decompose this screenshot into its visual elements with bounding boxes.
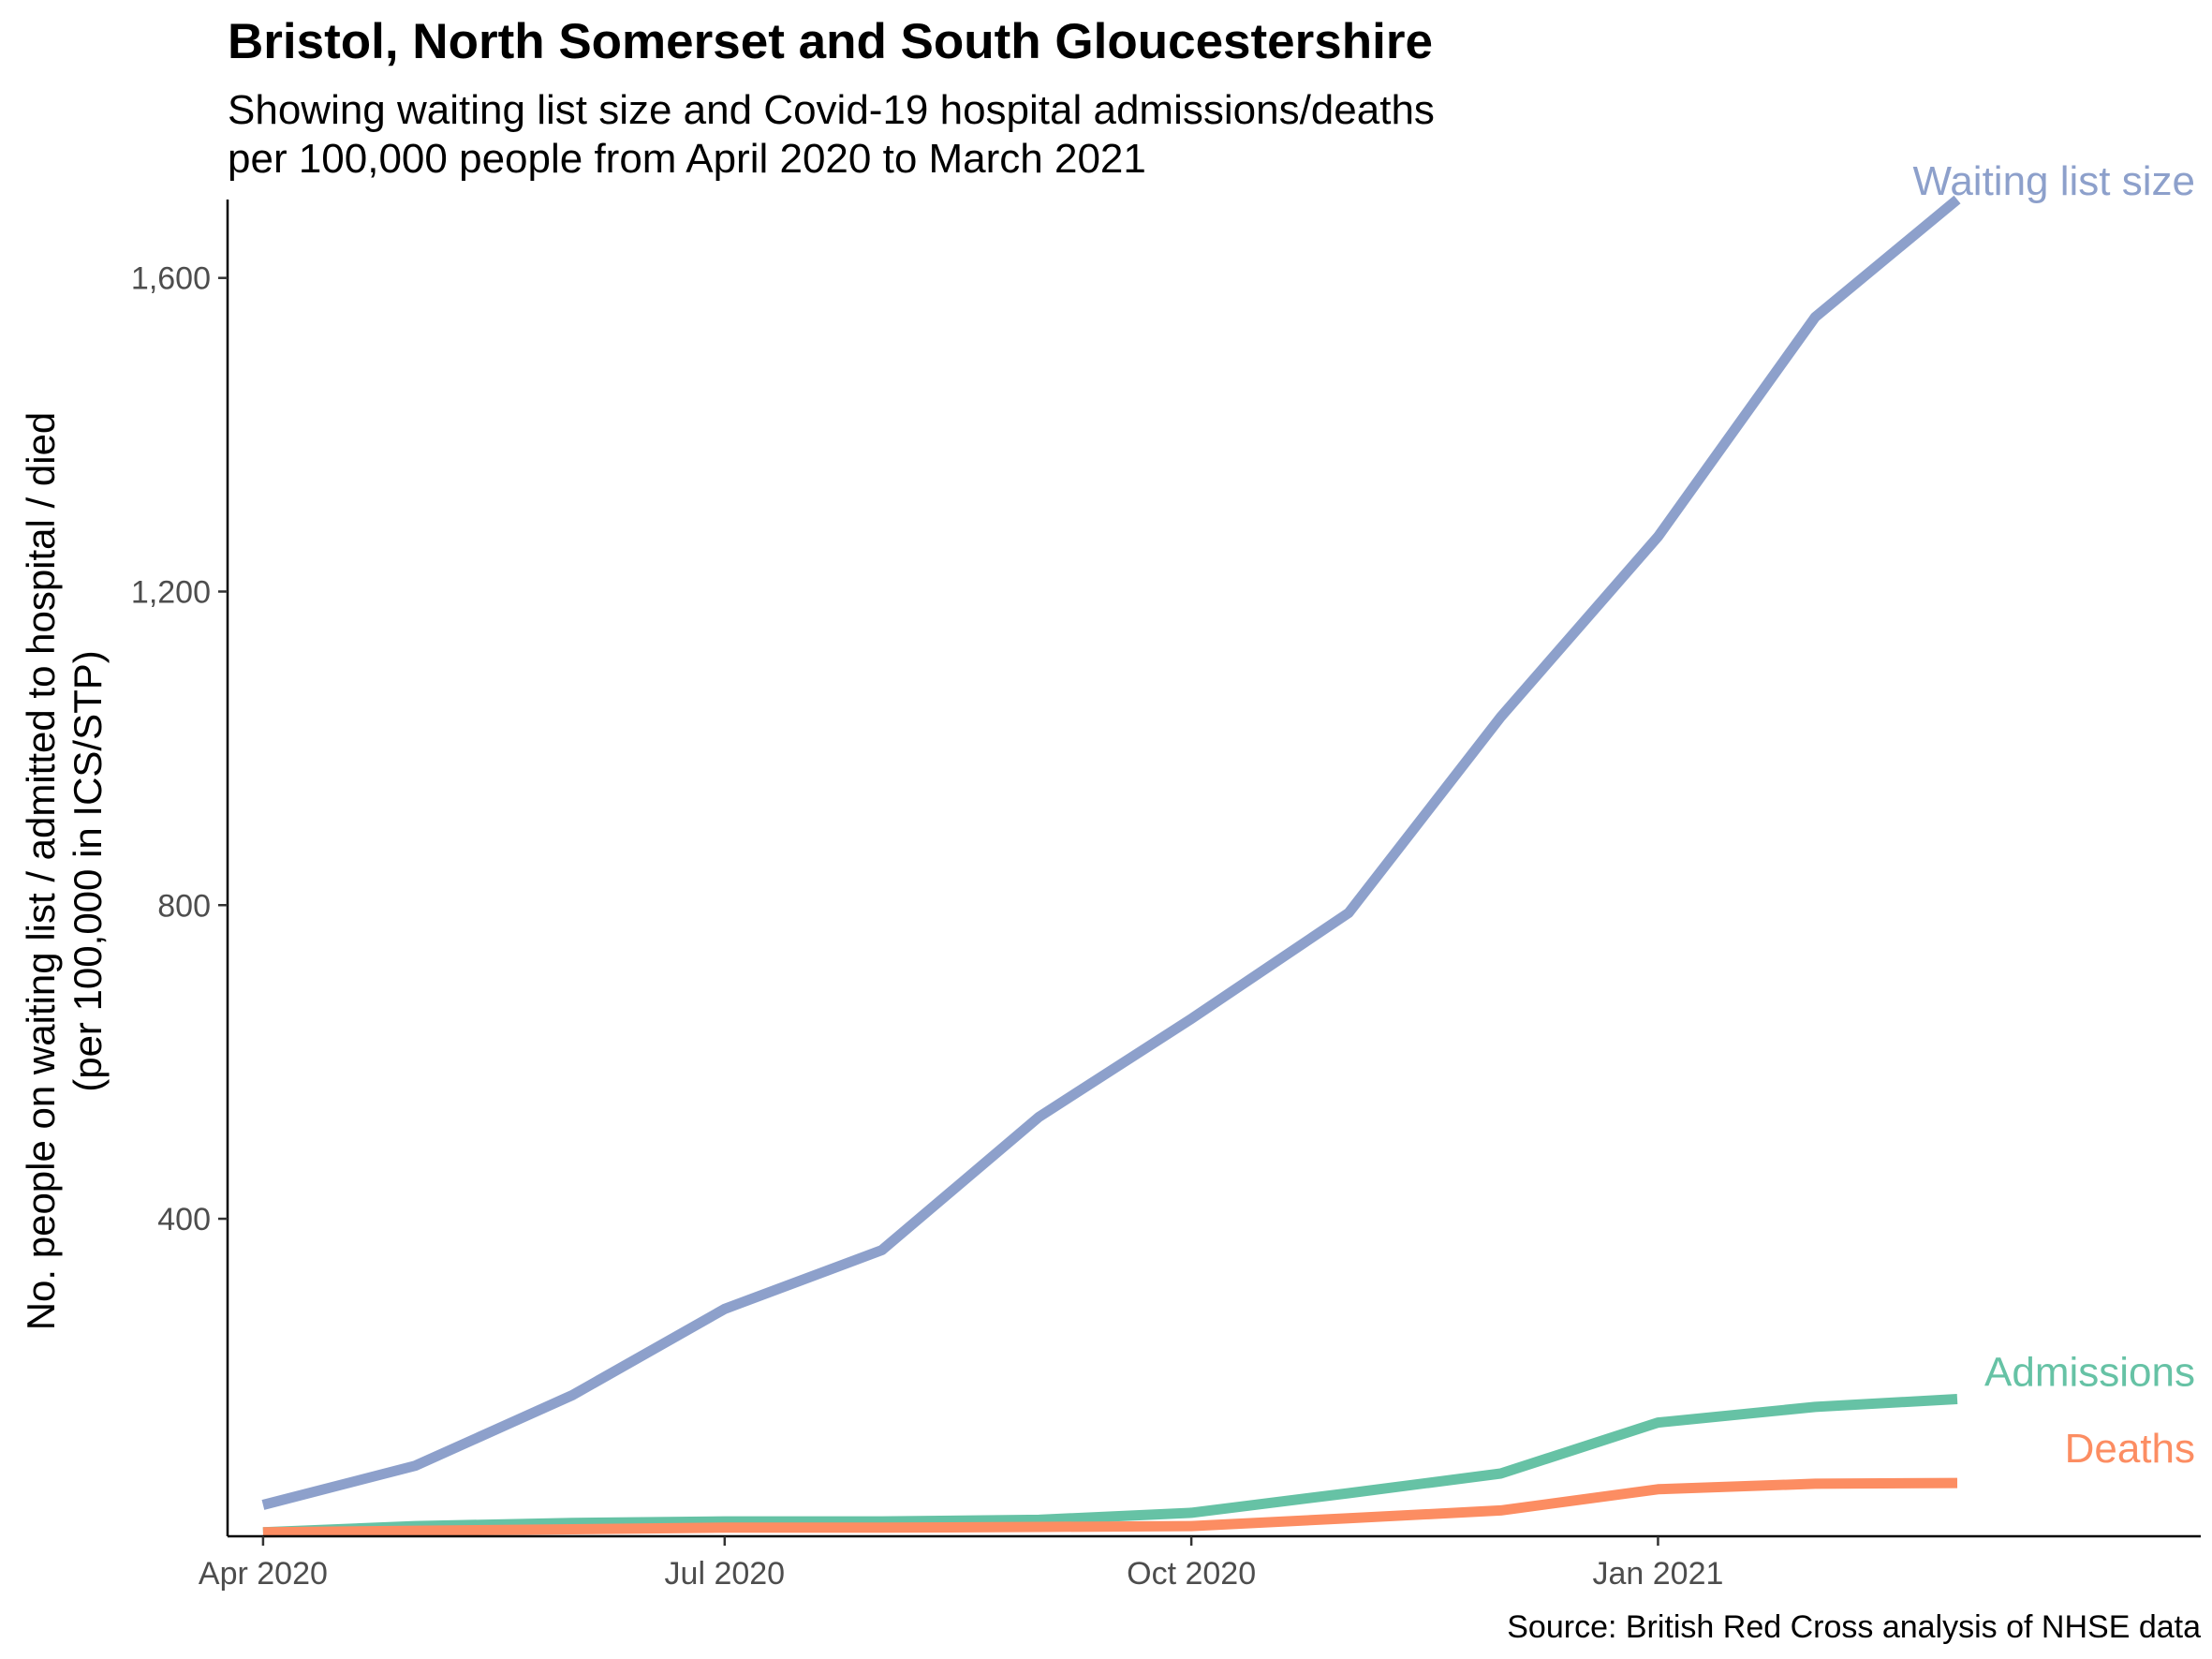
y-axis-title-line-2: (per 100,000 in ICS/STP)	[66, 650, 110, 1092]
axes: 400 800 1,200 1,600 Apr 2020 Jul 2020 Oct 2020…	[131, 200, 2201, 1592]
chart-title: Bristol, North Somerset and South Glouce…	[228, 14, 1433, 69]
x-tick-label: Oct 2020	[1127, 1556, 1256, 1592]
y-axis-title: No. people on waiting list / admitted to…	[19, 412, 110, 1331]
y-tick-label: 800	[157, 888, 211, 924]
series-line-admissions	[262, 1394, 1958, 1538]
x-tick-label: Jul 2020	[665, 1556, 786, 1592]
series-label-deaths: Deaths	[2065, 1426, 2195, 1472]
source-caption: Source: British Red Cross analysis of NH…	[1507, 1609, 2201, 1645]
y-tick-label: 1,600	[131, 261, 211, 297]
series-label-waiting-list-size: Waiting list size	[1912, 158, 2195, 204]
series-labels: Waiting list size Admissions Deaths	[1912, 158, 2195, 1472]
series-lines	[261, 195, 1961, 1538]
y-axis-title-line-1: No. people on waiting list / admitted to…	[19, 412, 63, 1331]
series-line-waiting-list-size	[261, 195, 1961, 1510]
x-tick-label: Apr 2020	[199, 1556, 328, 1592]
x-tick-label: Jan 2021	[1592, 1556, 1723, 1592]
chart-subtitle: Showing waiting list size and Covid-19 h…	[228, 86, 1435, 184]
series-label-admissions: Admissions	[1984, 1350, 2195, 1396]
series-line-deaths	[262, 1477, 1958, 1538]
y-tick-label: 1,200	[131, 574, 211, 610]
subtitle-line-2: per 100,000 people from April 2020 to Ma…	[228, 136, 1146, 182]
y-tick-label: 400	[157, 1202, 211, 1237]
subtitle-line-1: Showing waiting list size and Covid-19 h…	[228, 87, 1435, 133]
